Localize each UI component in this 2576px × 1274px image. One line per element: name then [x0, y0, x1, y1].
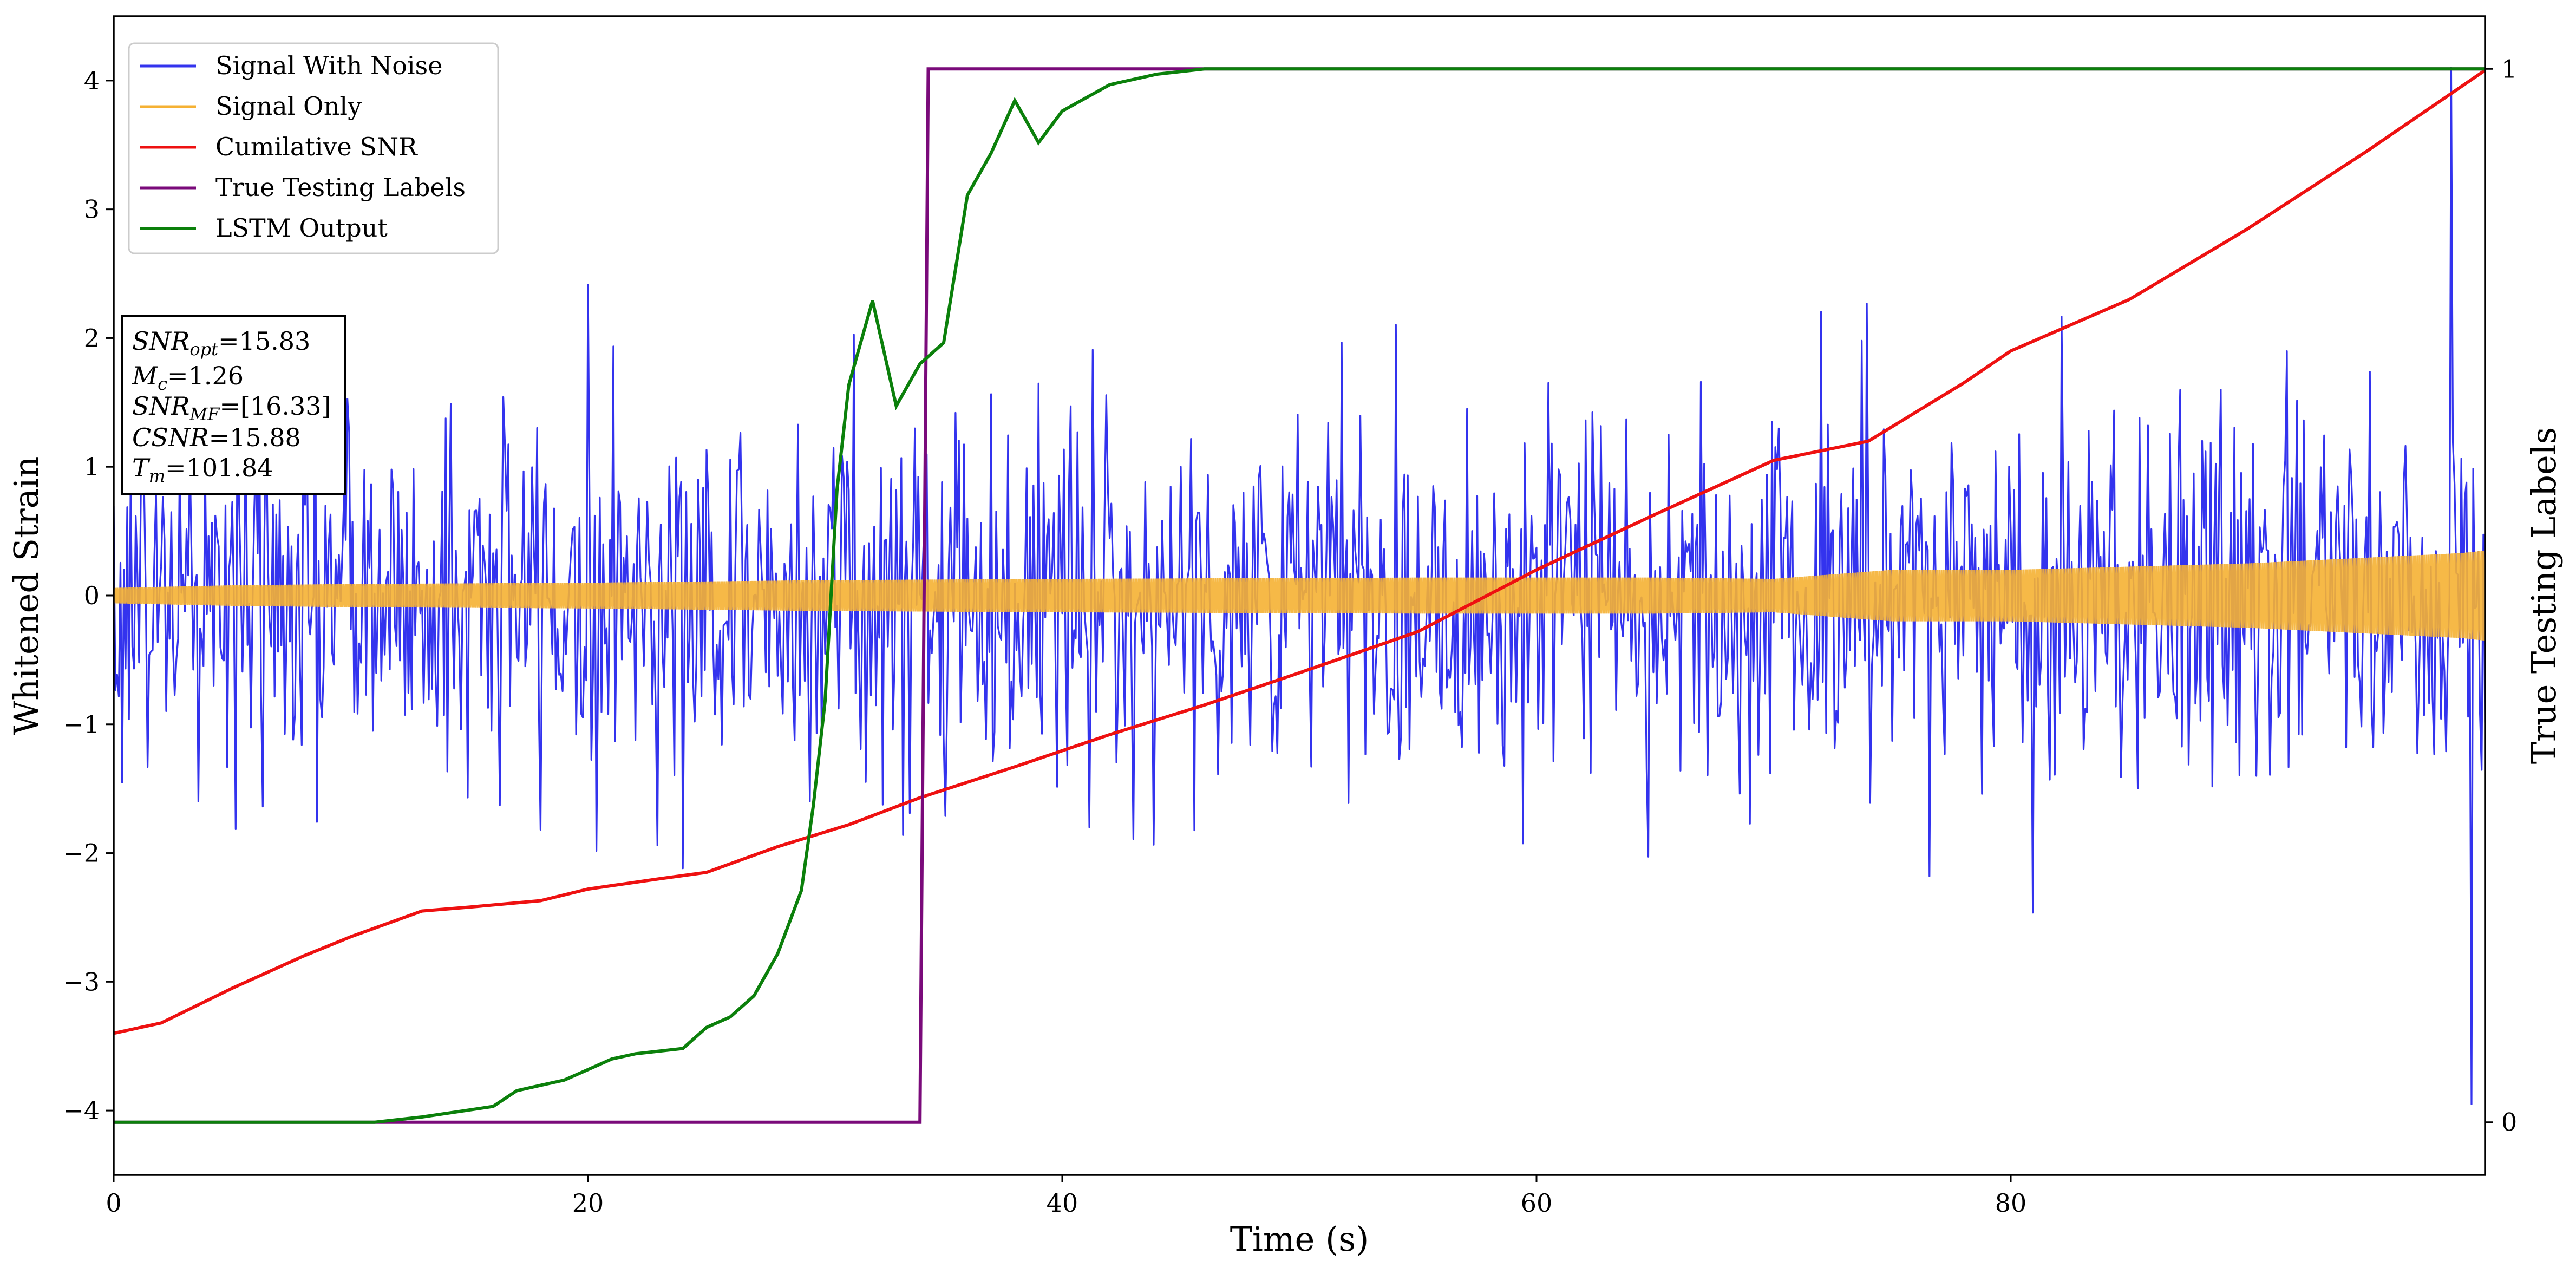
series-layer: [114, 67, 2485, 1124]
stat-csnr-base: CSNR: [132, 423, 209, 452]
y-tick-label: 2: [84, 323, 100, 352]
lstm-output-line: [114, 67, 2485, 1124]
stat-snr-mf-sub: MF: [189, 404, 220, 424]
x-tick-label: 0: [106, 1188, 121, 1218]
stat-chirp-mass-value: =1.26: [167, 361, 244, 390]
y-tick-label: 3: [84, 195, 100, 224]
stat-snr-opt-base: SNR: [132, 326, 189, 356]
y-axis-right: 01: [2485, 54, 2517, 1137]
legend: Signal With Noise Signal Only Cumilative…: [128, 42, 499, 254]
legend-item: Signal With Noise: [140, 51, 442, 80]
x-tick-label: 40: [1047, 1188, 1078, 1218]
stat-snr-opt-sub: opt: [189, 339, 218, 360]
legend-label-signal-with-noise: Signal With Noise: [215, 51, 442, 80]
legend-label-signal-only: Signal Only: [215, 92, 362, 121]
stat-merger-time-sub: m: [149, 466, 165, 486]
stat-csnr-value: =15.88: [209, 423, 301, 452]
stat-snr-opt: SNRopt=15.83: [132, 326, 310, 360]
signal-only-line: [114, 550, 2485, 641]
stat-snr-mf-base: SNR: [132, 391, 189, 421]
y-axis-right-title: True Testing Labels: [2524, 427, 2564, 765]
cumulative-snr-line: [114, 69, 2485, 1035]
stats-annotation-box: [121, 315, 346, 495]
y-tick-label: −1: [63, 710, 100, 739]
stat-chirp-mass-sub: c: [158, 374, 167, 394]
stat-chirp-mass-base: M: [132, 361, 159, 390]
x-tick-label: 80: [1995, 1188, 2027, 1218]
legend-item: Signal Only: [140, 92, 362, 121]
legend-label-lstm-output: LSTM Output: [215, 213, 388, 243]
signal-with-noise-line: [114, 67, 2485, 1105]
y-tick-label: 4: [84, 66, 100, 95]
stat-snr-opt-value: =15.83: [218, 326, 310, 356]
y-right-tick-label: 1: [2501, 54, 2517, 83]
y-axis-left: −4 −3 −2 −1 0 1 2 3 4: [63, 66, 114, 1125]
y-tick-label: 1: [84, 452, 100, 481]
legend-box: [128, 42, 499, 254]
legend-label-cumulative-snr: Cumilative SNR: [215, 132, 418, 161]
stat-snr-mf-value: =[16.33]: [219, 391, 331, 421]
x-tick-label: 60: [1521, 1188, 1553, 1218]
x-axis-title: Time (s): [1230, 1219, 1369, 1259]
y-tick-label: 0: [84, 581, 100, 610]
legend-item: True Testing Labels: [140, 173, 466, 202]
x-axis: 0 20 40 60 80: [106, 1175, 2026, 1218]
x-tick-label: 20: [572, 1188, 604, 1218]
stat-csnr: CSNR=15.88: [132, 423, 301, 452]
y-tick-label: −3: [63, 967, 100, 996]
stat-snr-mf: SNRMF=[16.33]: [132, 391, 331, 424]
stat-chirp-mass: Mc=1.26: [132, 361, 244, 394]
stat-merger-time-value: =101.84: [165, 453, 273, 482]
y-tick-label: −4: [63, 1096, 100, 1125]
stat-merger-time-base: T: [132, 453, 151, 482]
stats-annotation: SNRopt=15.83 Mc=1.26 SNRMF=[16.33] CSNR=…: [121, 315, 346, 495]
stat-merger-time: Tm=101.84: [132, 453, 273, 486]
y-right-tick-label: 0: [2501, 1108, 2517, 1137]
legend-item: Cumilative SNR: [140, 132, 418, 161]
legend-item: LSTM Output: [140, 213, 388, 243]
y-tick-label: −2: [63, 839, 100, 868]
legend-label-true-testing-labels: True Testing Labels: [215, 173, 466, 202]
y-axis-title: Whitened Strain: [6, 456, 46, 735]
